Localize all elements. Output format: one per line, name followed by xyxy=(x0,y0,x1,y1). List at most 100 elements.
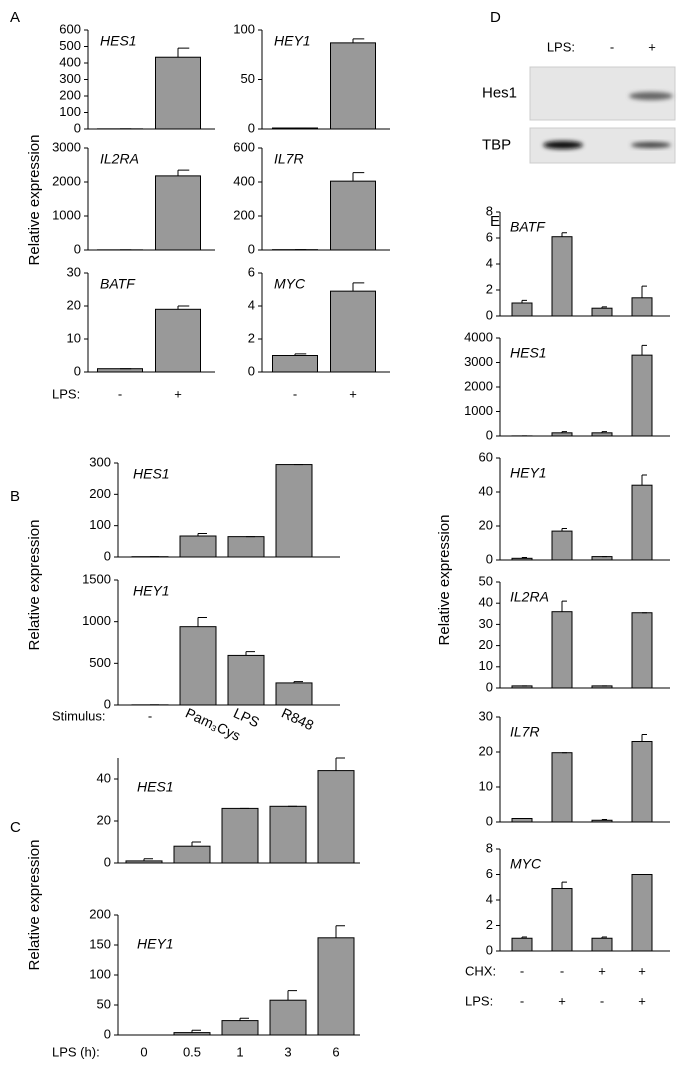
error-bar xyxy=(561,600,567,612)
error-bar xyxy=(521,936,527,939)
error-bar xyxy=(294,353,307,356)
error-bar xyxy=(601,431,607,433)
x-tick-label: + xyxy=(174,386,182,401)
bar xyxy=(631,354,653,437)
bar xyxy=(551,611,573,689)
gene-label: MYC xyxy=(510,856,542,872)
bar xyxy=(591,937,613,952)
error-bar xyxy=(197,617,207,627)
gene-label: HES1 xyxy=(133,466,170,482)
y-tick-label: 4 xyxy=(248,297,255,312)
error-bar xyxy=(191,841,201,847)
band xyxy=(631,142,671,148)
x-tick-label: - xyxy=(560,963,564,978)
y-tick-label: 50 xyxy=(97,996,111,1011)
error-bar xyxy=(561,431,567,433)
y-tick-label: 4 xyxy=(486,255,493,270)
y-tick-label: 20 xyxy=(67,297,81,312)
y-tick-label: 400 xyxy=(233,173,255,188)
gene-label: HEY1 xyxy=(137,936,174,952)
y-tick-label: 50 xyxy=(479,573,493,588)
y-tick-label: 0 xyxy=(104,548,111,563)
bar xyxy=(591,432,613,437)
y-tick-label: 30 xyxy=(479,708,493,723)
y-tick-label: 60 xyxy=(479,449,493,464)
y-tick-label: 2 xyxy=(486,917,493,932)
bar xyxy=(511,302,533,317)
y-tick-label: 500 xyxy=(89,655,111,670)
y-tick-label: 300 xyxy=(89,454,111,469)
y-tick-label: 0 xyxy=(74,120,81,135)
y-axis-title: Relative expression xyxy=(436,515,453,646)
y-tick-label: 0 xyxy=(104,1026,111,1041)
error-bar xyxy=(561,232,567,237)
y-tick-label: 20 xyxy=(97,812,111,827)
error-bar xyxy=(601,936,607,939)
bar xyxy=(631,741,653,823)
x-tick-label: + xyxy=(638,963,646,978)
bar xyxy=(173,1032,211,1036)
y-tick-label: 0 xyxy=(248,241,255,256)
y-tick-label: 0 xyxy=(248,363,255,378)
bar xyxy=(275,682,313,706)
bar xyxy=(591,307,613,317)
x-tick-label: 0.5 xyxy=(183,1044,201,1059)
bar xyxy=(591,556,613,561)
y-tick-label: 0 xyxy=(486,813,493,828)
bar xyxy=(511,818,533,823)
bar xyxy=(269,805,307,864)
y-tick-label: 500 xyxy=(59,38,81,53)
x-tick-label: - xyxy=(520,993,524,1008)
x-tick-label: - xyxy=(600,993,604,1008)
bar xyxy=(317,937,355,1036)
y-tick-label: 200 xyxy=(59,87,81,102)
x-tick-label: 3 xyxy=(284,1044,291,1059)
bar xyxy=(221,807,259,864)
y-tick-label: 30 xyxy=(67,264,81,279)
gene-label: HEY1 xyxy=(133,583,170,599)
bar xyxy=(511,937,533,952)
bar xyxy=(272,355,318,373)
y-tick-label: 1500 xyxy=(82,571,111,586)
bar xyxy=(179,626,217,706)
error-bar xyxy=(177,305,190,310)
y-tick-label: 10 xyxy=(67,330,81,345)
error-bar xyxy=(641,734,647,742)
error-bar xyxy=(601,819,607,821)
error-bar xyxy=(191,1029,201,1033)
lane-label: + xyxy=(648,39,656,54)
y-tick-label: 6 xyxy=(486,229,493,244)
x-tick-label: - xyxy=(148,708,152,723)
gene-label: HEY1 xyxy=(274,33,311,49)
y-tick-label: 0 xyxy=(104,696,111,711)
bar xyxy=(511,557,533,561)
y-tick-label: 2 xyxy=(248,330,255,345)
x-tick-label: 1 xyxy=(236,1044,243,1059)
y-tick-label: 0 xyxy=(486,427,493,442)
y-tick-label: 3000 xyxy=(464,354,493,369)
error-bar xyxy=(641,474,647,486)
y-tick-label: 200 xyxy=(89,906,111,921)
bar xyxy=(275,464,313,558)
x-tick-label: + xyxy=(638,993,646,1008)
y-tick-label: 20 xyxy=(479,517,493,532)
y-tick-label: 2000 xyxy=(464,378,493,393)
y-tick-label: 150 xyxy=(89,936,111,951)
error-bar xyxy=(143,858,153,861)
error-bar xyxy=(335,925,345,938)
panel-letter: E xyxy=(490,213,500,230)
y-tick-label: 600 xyxy=(59,21,81,36)
x-row-label: LPS: xyxy=(547,39,575,54)
x-tick-label: 0 xyxy=(140,1044,147,1059)
y-tick-label: 1000 xyxy=(52,207,81,222)
y-tick-label: 2000 xyxy=(52,173,81,188)
y-tick-label: 0 xyxy=(74,241,81,256)
band xyxy=(629,92,673,100)
y-tick-label: 4 xyxy=(486,891,493,906)
y-tick-label: 200 xyxy=(233,207,255,222)
panel-letter: A xyxy=(10,9,20,26)
x-tick-label: + xyxy=(349,386,357,401)
bar xyxy=(551,752,573,823)
error-bar xyxy=(197,533,207,537)
error-bar xyxy=(287,990,297,1001)
